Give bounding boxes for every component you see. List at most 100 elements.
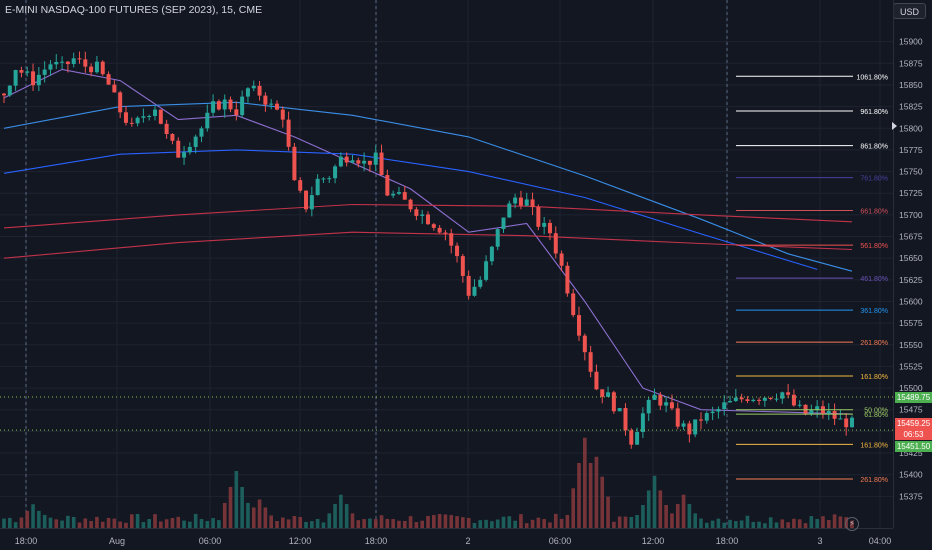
candle-body bbox=[826, 411, 831, 414]
candle-body bbox=[71, 58, 76, 65]
candle-body bbox=[710, 411, 715, 414]
candle-body bbox=[611, 392, 616, 412]
candle-body bbox=[94, 61, 99, 73]
volume-bar bbox=[269, 515, 273, 528]
volume-bar bbox=[141, 522, 146, 528]
volume-bar bbox=[704, 522, 709, 528]
x-tick-label: Aug bbox=[109, 536, 125, 546]
candle-body bbox=[629, 430, 634, 445]
candle-body bbox=[42, 69, 47, 75]
volume-bar bbox=[681, 494, 686, 528]
volume-bar bbox=[339, 494, 343, 528]
volume-bar bbox=[559, 518, 564, 528]
volume-bar bbox=[768, 517, 773, 528]
candle-body bbox=[211, 101, 216, 113]
candle-body bbox=[426, 214, 430, 225]
candle-body bbox=[414, 209, 419, 216]
x-tick-label: 18:00 bbox=[15, 536, 38, 546]
volume-bar bbox=[548, 522, 552, 528]
volume-bar bbox=[612, 521, 616, 528]
candle-body bbox=[13, 70, 18, 86]
volume-bar bbox=[280, 517, 285, 528]
volume-bar bbox=[373, 519, 378, 528]
candle-body bbox=[106, 74, 111, 85]
volume-bar bbox=[19, 517, 24, 528]
volume-bar bbox=[437, 514, 442, 528]
y-tick-label: 15500 bbox=[899, 383, 923, 393]
volume-bar bbox=[228, 486, 233, 528]
volume-bar bbox=[118, 521, 122, 528]
candle-body bbox=[460, 256, 465, 276]
currency-button[interactable]: USD bbox=[893, 3, 926, 19]
volume-bar bbox=[658, 490, 663, 528]
moving-average-line bbox=[3, 203, 853, 229]
volume-bar bbox=[577, 463, 581, 528]
candle-body bbox=[269, 103, 274, 105]
candle-body bbox=[373, 152, 378, 165]
volume-bar bbox=[8, 517, 12, 528]
x-tick-label: 04:00 bbox=[869, 536, 892, 546]
volume-bar bbox=[617, 516, 622, 528]
volume-bar bbox=[786, 522, 790, 528]
volume-bar bbox=[251, 507, 256, 528]
volume-bar bbox=[675, 504, 680, 528]
volume-bar bbox=[135, 514, 140, 528]
candle-body bbox=[100, 61, 105, 75]
volume-bar bbox=[553, 513, 558, 528]
volume-bar bbox=[809, 516, 814, 528]
volume-bar bbox=[501, 516, 506, 528]
candle-body bbox=[228, 99, 233, 110]
candle-body bbox=[129, 122, 134, 124]
fib-level-label: 861.80% bbox=[860, 144, 888, 151]
volume-bar bbox=[780, 519, 785, 528]
candle-body bbox=[402, 192, 407, 200]
volume-bar bbox=[83, 518, 88, 528]
candle-body bbox=[716, 408, 721, 412]
volume-bar bbox=[600, 476, 605, 528]
y-tick-label: 15750 bbox=[899, 167, 923, 177]
candle-body bbox=[234, 109, 239, 116]
candle-body bbox=[274, 103, 279, 110]
y-tick-label: 15575 bbox=[899, 318, 923, 328]
candle-body bbox=[170, 133, 175, 141]
arrow-right-icon[interactable] bbox=[892, 122, 897, 130]
volume-bar bbox=[95, 516, 99, 528]
candle-body bbox=[19, 70, 24, 73]
volume-bar bbox=[646, 490, 651, 528]
candle-body bbox=[745, 399, 750, 402]
lightning-icon[interactable]: ⚡ bbox=[845, 517, 859, 531]
candle-body bbox=[443, 232, 448, 234]
candle-body bbox=[118, 92, 123, 113]
candle-body bbox=[437, 227, 442, 233]
candle-body bbox=[681, 423, 686, 427]
volume-bar bbox=[757, 521, 761, 528]
candle-body bbox=[222, 99, 227, 110]
candle-body bbox=[286, 119, 291, 147]
y-tick-label: 15675 bbox=[899, 232, 923, 242]
volume-bar bbox=[333, 504, 337, 528]
volume-bar bbox=[443, 514, 448, 528]
candle-body bbox=[158, 109, 163, 124]
candle-body bbox=[391, 193, 396, 196]
y-tick-label: 15425 bbox=[899, 448, 923, 458]
fib-level-label: 161.80% bbox=[860, 442, 888, 449]
candle-body bbox=[658, 394, 663, 406]
candle-body bbox=[542, 222, 547, 227]
moving-average-line bbox=[3, 68, 853, 415]
x-tick-label: 18:00 bbox=[716, 536, 739, 546]
x-tick-label: 3 bbox=[817, 536, 822, 546]
volume-bar bbox=[530, 519, 535, 528]
candle-body bbox=[36, 74, 41, 86]
volume-bar bbox=[449, 515, 454, 528]
volume-bar bbox=[147, 519, 152, 528]
candle-body bbox=[762, 397, 767, 401]
volume-bar bbox=[246, 502, 250, 528]
volume-bar bbox=[664, 505, 668, 528]
fib-level-label: 561.80% bbox=[860, 243, 888, 250]
volume-bar bbox=[792, 518, 796, 528]
candle-body bbox=[309, 195, 314, 210]
volume-bar bbox=[803, 523, 808, 528]
volume-bar bbox=[13, 522, 18, 528]
